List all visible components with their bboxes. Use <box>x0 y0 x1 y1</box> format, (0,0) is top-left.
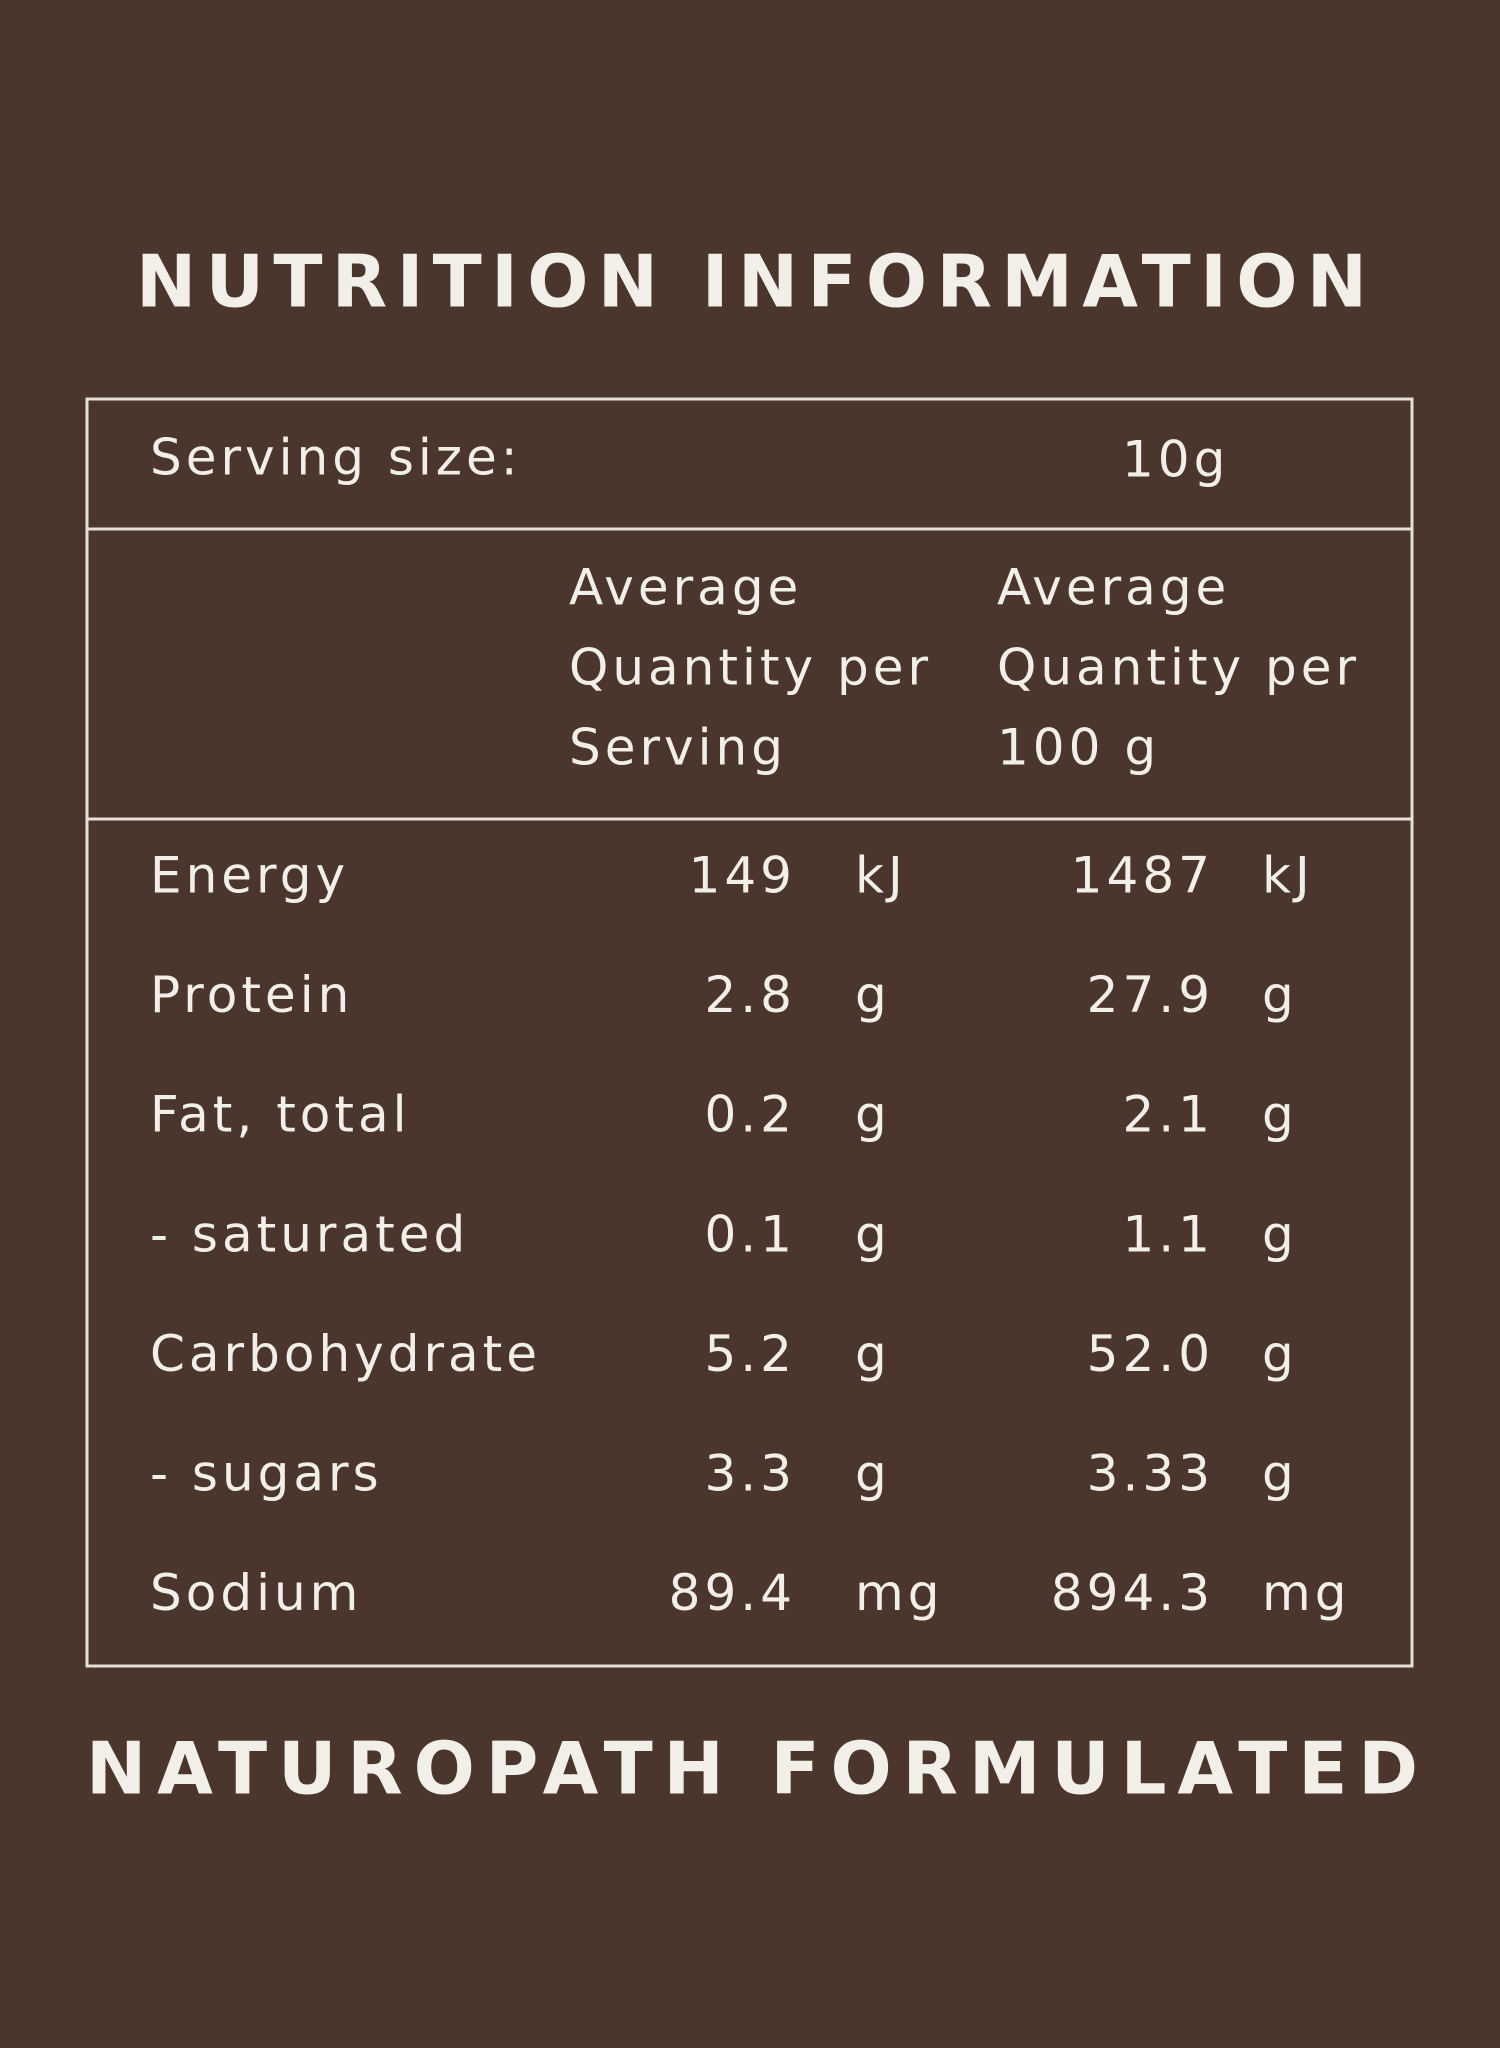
footer: NATUROPATH FORMULATED <box>86 1727 1418 1811</box>
per-100g-value: 3.33 <box>1087 1445 1214 1503</box>
nutrient-name: Energy <box>150 847 349 905</box>
per-serving-unit: kJ <box>855 847 907 905</box>
per-100g-unit: kJ <box>1262 847 1314 905</box>
nutrient-name: Protein <box>150 966 353 1024</box>
per-100g-unit: g <box>1262 966 1298 1024</box>
title: NUTRITION INFORMATION <box>136 240 1367 324</box>
per-serving-value: 5.2 <box>704 1325 796 1383</box>
nutrient-name: - saturated <box>150 1205 469 1263</box>
nutrient-name: Sodium <box>150 1564 362 1622</box>
per-serving-value: 0.2 <box>704 1086 796 1144</box>
per-100g-value: 1.1 <box>1122 1205 1214 1263</box>
per-100g-value: 1487 <box>1071 847 1214 905</box>
column-header: Average <box>997 559 1230 617</box>
per-100g-unit: mg <box>1262 1564 1350 1622</box>
nutrient-name: Carbohydrate <box>150 1325 541 1383</box>
table-border <box>85 397 1414 1668</box>
nutrient-name: - sugars <box>150 1445 383 1503</box>
per-serving-unit: mg <box>855 1564 943 1622</box>
column-header: Quantity per <box>569 639 932 697</box>
per-serving-value: 0.1 <box>704 1205 796 1263</box>
nutrient-name: Fat, total <box>150 1086 411 1144</box>
serving-label: Serving size: <box>150 429 522 487</box>
column-header: Average <box>569 559 802 617</box>
per-serving-unit: g <box>855 1205 891 1263</box>
per-serving-value: 3.3 <box>704 1445 796 1503</box>
serving-value: 10g <box>1122 431 1229 489</box>
per-100g-unit: g <box>1262 1205 1298 1263</box>
per-serving-unit: g <box>855 1325 891 1383</box>
per-serving-unit: g <box>855 1086 891 1144</box>
per-100g-unit: g <box>1262 1445 1298 1503</box>
per-serving-unit: g <box>855 966 891 1024</box>
column-header: 100 g <box>997 719 1160 777</box>
column-header: Quantity per <box>997 639 1360 697</box>
per-100g-value: 52.0 <box>1087 1325 1214 1383</box>
per-100g-unit: g <box>1262 1325 1298 1383</box>
column-header: Serving <box>569 719 787 777</box>
per-serving-value: 2.8 <box>704 966 796 1024</box>
per-100g-value: 27.9 <box>1087 966 1214 1024</box>
per-serving-value: 89.4 <box>669 1564 796 1622</box>
per-100g-value: 2.1 <box>1122 1086 1214 1144</box>
per-serving-value: 149 <box>689 847 796 905</box>
per-serving-unit: g <box>855 1445 891 1503</box>
per-100g-value: 894.3 <box>1051 1564 1214 1622</box>
per-100g-unit: g <box>1262 1086 1298 1144</box>
